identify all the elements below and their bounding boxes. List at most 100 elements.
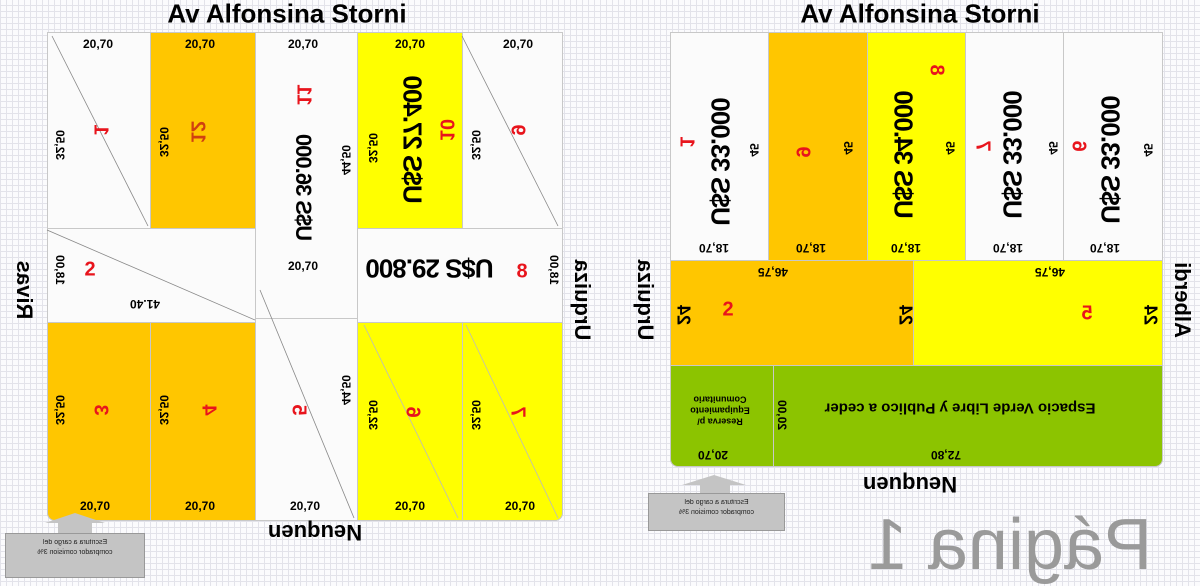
lot-number: 5 <box>287 404 310 416</box>
lot-8[interactable] <box>357 228 563 323</box>
arrow-up-icon <box>45 513 105 523</box>
lot-number: 8 <box>925 64 948 76</box>
dimension-label: 20,70 <box>184 37 216 51</box>
lot-price: U$S 33.000 <box>705 98 736 226</box>
dimension-label: 45 <box>1046 141 1060 155</box>
lot-number: 2 <box>722 298 734 321</box>
lot-price: U$S 33.000 <box>997 91 1028 219</box>
lot-number: 6 <box>1067 140 1090 152</box>
dimension-label: 20,70 <box>504 499 536 513</box>
note-text: Escritura a cargo del comprador comision… <box>678 499 755 516</box>
lot-number: 3 <box>89 404 112 416</box>
green-space-area[interactable] <box>773 365 1163 467</box>
lot-number: 6 <box>401 406 424 418</box>
lot-number: 10 <box>435 118 458 142</box>
dimension-label: 24 <box>1140 304 1161 326</box>
street-label-top: Av Alfonsina Storni <box>800 0 1040 29</box>
arrow-stem <box>58 522 92 534</box>
lot-boundary-diagonal <box>363 324 459 519</box>
lot-price: U$S 36.000 <box>291 134 316 242</box>
lot-number: 8 <box>516 260 528 283</box>
dimension-label: 18,70 <box>1089 241 1121 255</box>
dimension-label: 41.40 <box>129 297 161 311</box>
dimension-label: 32,50 <box>157 394 171 426</box>
lot-6[interactable] <box>1063 32 1163 261</box>
dimension-label: 20,70 <box>394 37 426 51</box>
dimension-label: 32,50 <box>366 399 380 431</box>
dimension-label: 24 <box>673 304 694 326</box>
lot-7[interactable] <box>965 32 1064 261</box>
dimension-label: 18,70 <box>698 241 730 255</box>
dimension-label: 45 <box>747 143 761 157</box>
lot-number: 7 <box>971 140 994 152</box>
dimension-label: 45 <box>841 141 855 155</box>
dimension-label: 32,50 <box>53 129 67 161</box>
dimension-label: 46,75 <box>757 265 789 279</box>
street-label-left: Rivas <box>12 260 37 320</box>
street-label-top: Av Alfonsina Storni <box>167 0 407 29</box>
lot-8[interactable] <box>867 32 966 261</box>
lot-6[interactable] <box>357 322 463 521</box>
dimension-label: 18,70 <box>992 241 1024 255</box>
dimension-label: 18,00 <box>53 254 67 286</box>
dimension-label: 20,70 <box>697 448 729 462</box>
lot-number: 1 <box>675 136 698 148</box>
lot-7[interactable] <box>462 322 563 521</box>
lot-number: 11 <box>292 84 315 106</box>
reserve-label: Reserva p/ Equipamiento Comunitario <box>690 394 750 427</box>
dimension-label: 20,70 <box>289 499 321 513</box>
note-box: Escritura a cargo del comprador comision… <box>5 533 145 578</box>
lot-price: U$S 34.000 <box>888 91 919 219</box>
dimension-label: 20,70 <box>82 37 114 51</box>
note-box: Escritura a cargo del comprador comision… <box>648 493 785 531</box>
street-label-bottom: Neuquen <box>862 472 958 497</box>
dimension-label: 44,50 <box>339 144 353 176</box>
dimension-label: 18,70 <box>890 241 922 255</box>
dimension-label: 20,70 <box>79 499 111 513</box>
reserve-area[interactable] <box>670 365 774 467</box>
dimension-label: 45 <box>943 141 957 155</box>
dimension-label: 44,50 <box>339 374 353 406</box>
street-label-right: Alberdi <box>1170 262 1195 338</box>
dimension-label: 18,70 <box>795 241 827 255</box>
lot-number: 9 <box>506 124 529 136</box>
lot-price: U$S 27.400 <box>397 76 428 204</box>
dimension-label: 45 <box>1141 143 1155 157</box>
lot-number: 2 <box>84 258 96 281</box>
lot-1[interactable] <box>670 32 769 261</box>
lot-number: 7 <box>506 406 529 418</box>
lot-boundary-diagonal <box>51 35 149 227</box>
lot-3[interactable] <box>47 322 151 521</box>
dimension-label: 18,00 <box>547 254 561 286</box>
lot-number: 5 <box>1081 302 1093 325</box>
dimension-label: 32,50 <box>469 399 483 431</box>
lot-boundary-diagonal <box>46 229 256 321</box>
page-watermark: Página 1 <box>867 505 1153 585</box>
lot-price: U$S 33.000 <box>1095 96 1126 224</box>
dimension-label: 72,80 <box>930 448 962 462</box>
dimension-label: 20,70 <box>184 499 216 513</box>
lot-price: U$S 29.800 <box>366 253 494 284</box>
lot-2[interactable] <box>670 260 914 366</box>
lot-1[interactable] <box>47 32 151 229</box>
lot-10[interactable] <box>357 32 463 229</box>
lot-number: 12 <box>186 120 209 144</box>
lot-5[interactable] <box>913 260 1163 366</box>
dimension-label: 20,70 <box>394 499 426 513</box>
dimension-label: 32,50 <box>157 126 171 158</box>
dimension-label: 32,50 <box>366 132 380 164</box>
lot-9[interactable] <box>462 32 563 229</box>
arrow-stem <box>700 484 730 494</box>
lot-number: 4 <box>197 404 220 416</box>
lot-boundary-diagonal <box>259 289 355 519</box>
dimension-label: 20,70 <box>287 259 319 273</box>
street-label-bottom: Neuquen <box>267 520 363 545</box>
note-text: Escritura a cargo del comprador comision… <box>37 539 113 556</box>
lot-boundary-diagonal <box>461 35 559 227</box>
arrow-up-icon <box>682 475 746 485</box>
lot-boundary-diagonal <box>465 324 559 519</box>
lot-4[interactable] <box>150 322 256 521</box>
street-label-right: Urquiza <box>570 259 595 341</box>
street-label-left: Urquiza <box>633 259 658 341</box>
